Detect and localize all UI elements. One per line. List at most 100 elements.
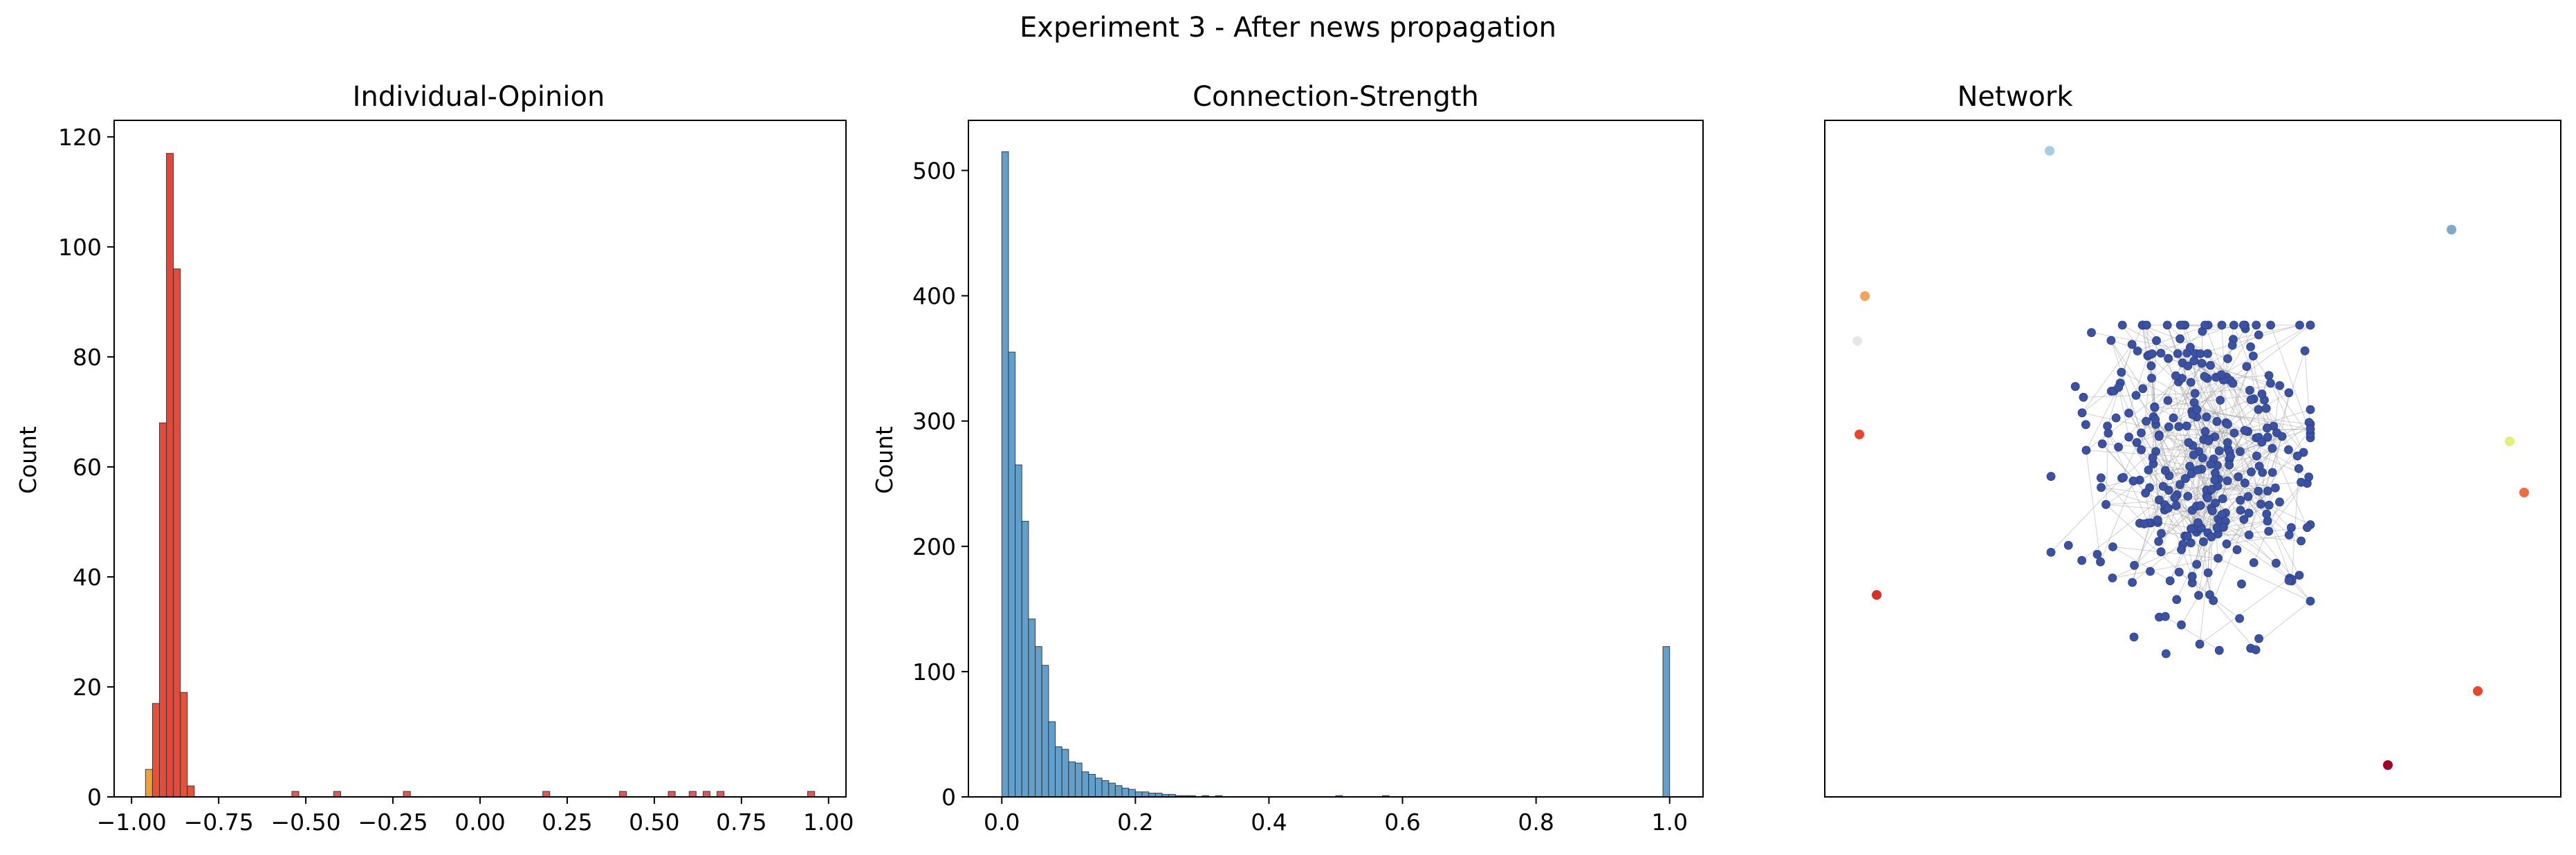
network-node: [2306, 424, 2315, 434]
strength-bar: [1108, 782, 1116, 798]
network-node: [2198, 537, 2208, 546]
network-node: [2142, 320, 2151, 330]
network-node: [2189, 450, 2198, 459]
network-edge: [2252, 356, 2311, 439]
strength-y-tick-label: 0: [941, 784, 956, 811]
network-node: [2292, 451, 2302, 461]
network-edge: [2132, 522, 2151, 583]
network-node: [2200, 320, 2210, 330]
opinion-histogram-panel: Individual-Opinion Count −1.00 −0.75 −0.50…: [15, 81, 854, 836]
network-node: [2294, 571, 2304, 580]
strength-x-tick-label: 1.0: [1651, 809, 1687, 836]
network-node: [2244, 531, 2254, 540]
network-edge: [2195, 385, 2280, 394]
network-node: [2152, 335, 2161, 345]
network-isolated-node: [1860, 291, 1870, 301]
network-edge: [2081, 344, 2133, 414]
strength-bar: [1114, 785, 1123, 798]
network-edge: [2232, 383, 2261, 504]
network-node: [2192, 560, 2202, 569]
network-node: [2225, 460, 2234, 470]
network-edge: [2106, 445, 2193, 505]
network-node: [2257, 437, 2267, 447]
network-isolated-node: [1872, 590, 1882, 600]
strength-x-tick-label: 0.0: [984, 809, 1020, 836]
network-edge: [2178, 381, 2211, 465]
network-node: [2271, 558, 2281, 568]
network-node: [2131, 391, 2141, 400]
strength-bar: [1061, 748, 1069, 798]
network-node: [2158, 481, 2168, 491]
network-edge: [2244, 324, 2263, 443]
network-edge: [2226, 534, 2290, 544]
network-edge: [2178, 381, 2206, 432]
opinion-bar: [668, 791, 676, 798]
network-edge: [2223, 324, 2257, 380]
network-panel: Network: [1824, 81, 2561, 798]
opinion-bar: [151, 703, 160, 798]
network-edge: [2160, 353, 2271, 384]
network-edge: [2086, 387, 2119, 451]
network-node: [2169, 413, 2178, 423]
network-node: [2214, 446, 2224, 456]
strength-bar: [1134, 791, 1143, 798]
opinion-bar: [717, 791, 725, 798]
network-edge: [2142, 324, 2153, 354]
network-node: [2275, 381, 2285, 390]
opinion-y-tick-label: 40: [73, 564, 102, 591]
strength-x-tick-label: 0.6: [1384, 809, 1420, 836]
opinion-bar: [145, 769, 153, 798]
network-node: [2264, 526, 2274, 536]
network-edge: [2152, 324, 2234, 354]
network-edge: [2196, 409, 2311, 430]
network-edge: [2240, 451, 2249, 497]
network-node: [2266, 378, 2275, 388]
network-node: [2237, 579, 2246, 589]
network-node: [2196, 501, 2205, 511]
network-node: [2254, 486, 2263, 496]
network-isolated-node: [2447, 225, 2456, 235]
network-edge: [2248, 428, 2311, 514]
network-node: [2232, 545, 2242, 555]
opinion-y-tick-label: 80: [73, 344, 102, 371]
network-node: [2182, 421, 2191, 431]
network-node: [2238, 320, 2248, 330]
network-edge: [2221, 324, 2311, 376]
network-node: [2217, 320, 2227, 330]
network-edge: [2154, 406, 2206, 432]
network-isolated-node: [1852, 336, 1862, 346]
network-node: [2284, 576, 2294, 585]
network-edge: [2191, 576, 2256, 650]
network-edge: [2164, 504, 2193, 577]
network-node: [2186, 524, 2196, 533]
network-node: [2156, 349, 2166, 358]
opinion-y-tick-label: 60: [73, 454, 102, 481]
network-node: [2119, 472, 2128, 482]
network-node: [2164, 422, 2173, 432]
network-node: [2162, 320, 2172, 330]
strength-y-tick-label: 200: [912, 533, 956, 560]
network-edge: [2101, 443, 2146, 494]
network-node: [2063, 541, 2073, 550]
network-edge: [2176, 541, 2204, 600]
network-node: [2236, 506, 2245, 515]
network-node: [2160, 612, 2170, 621]
network-node: [2097, 483, 2106, 493]
network-edge: [2150, 416, 2207, 524]
network-edge: [2128, 356, 2149, 414]
opinion-bar: [187, 785, 195, 798]
strength-plot-area: 0.0 0.2 0.4 0.6 0.8 1.0 0 100 200 300 400 500: [912, 151, 1688, 836]
network-edge: [2190, 423, 2227, 529]
strength-y-tick-label: 100: [912, 659, 956, 686]
network-node: [2242, 362, 2252, 371]
network-edge: [2184, 324, 2218, 422]
network-node: [2164, 353, 2173, 363]
network-node: [2239, 515, 2249, 524]
network-edge: [2268, 504, 2311, 525]
network-node: [2277, 432, 2287, 441]
network-edge: [2213, 513, 2250, 601]
network-node: [2214, 645, 2224, 655]
opinion-bar: [702, 791, 711, 798]
network-axes-frame: [1824, 120, 2561, 798]
network-edge: [2248, 436, 2283, 535]
